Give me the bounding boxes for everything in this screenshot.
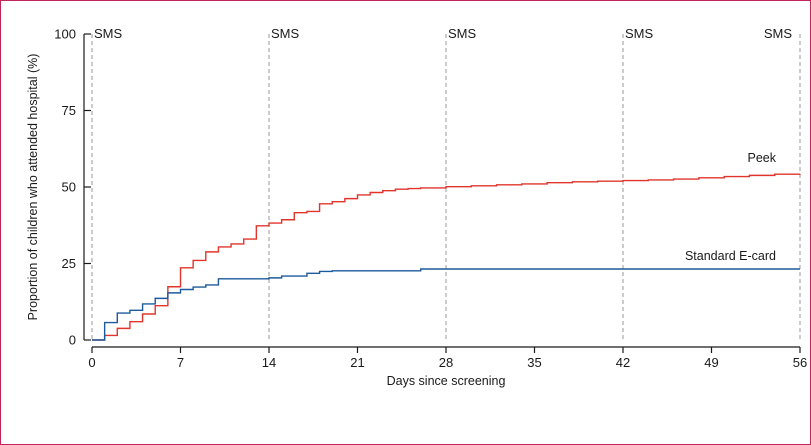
x-tick-label: 21 — [350, 355, 364, 370]
y-tick-label: 25 — [62, 256, 76, 271]
x-tick-label: 42 — [616, 355, 630, 370]
series-line-standard-e-card — [92, 268, 800, 341]
y-tick-label: 75 — [62, 103, 76, 118]
x-tick-label: 14 — [262, 355, 276, 370]
y-tick-label: 100 — [54, 27, 76, 42]
y-axis-title: Proportion of children who attended hosp… — [26, 54, 40, 321]
y-tick-label: 0 — [69, 333, 76, 348]
sms-marker-label: SMS — [94, 26, 123, 41]
sms-marker-label: SMS — [625, 26, 654, 41]
y-tick-label: 50 — [62, 180, 76, 195]
x-tick-label: 28 — [439, 355, 453, 370]
x-tick-label: 49 — [704, 355, 718, 370]
x-axis-title: Days since screening — [387, 374, 506, 388]
series-lines: Peek Standard E-card — [92, 151, 801, 341]
sms-marker-label: SMS — [448, 26, 477, 41]
series-line-peek — [92, 173, 801, 341]
series-label: Peek — [748, 151, 777, 165]
sms-markers: SMS SMS SMS SMS SMS — [91, 26, 801, 340]
series-label: Standard E-card — [685, 249, 776, 263]
x-tick-label: 0 — [88, 355, 95, 370]
sms-marker-label: SMS — [271, 26, 300, 41]
x-tick-label: 7 — [177, 355, 184, 370]
sms-marker-label: SMS — [764, 26, 793, 41]
x-tick-label: 35 — [527, 355, 541, 370]
axes: 0 25 50 75 100 0 7 14 21 28 35 42 49 56 — [54, 27, 807, 371]
x-tick-label: 56 — [793, 355, 807, 370]
